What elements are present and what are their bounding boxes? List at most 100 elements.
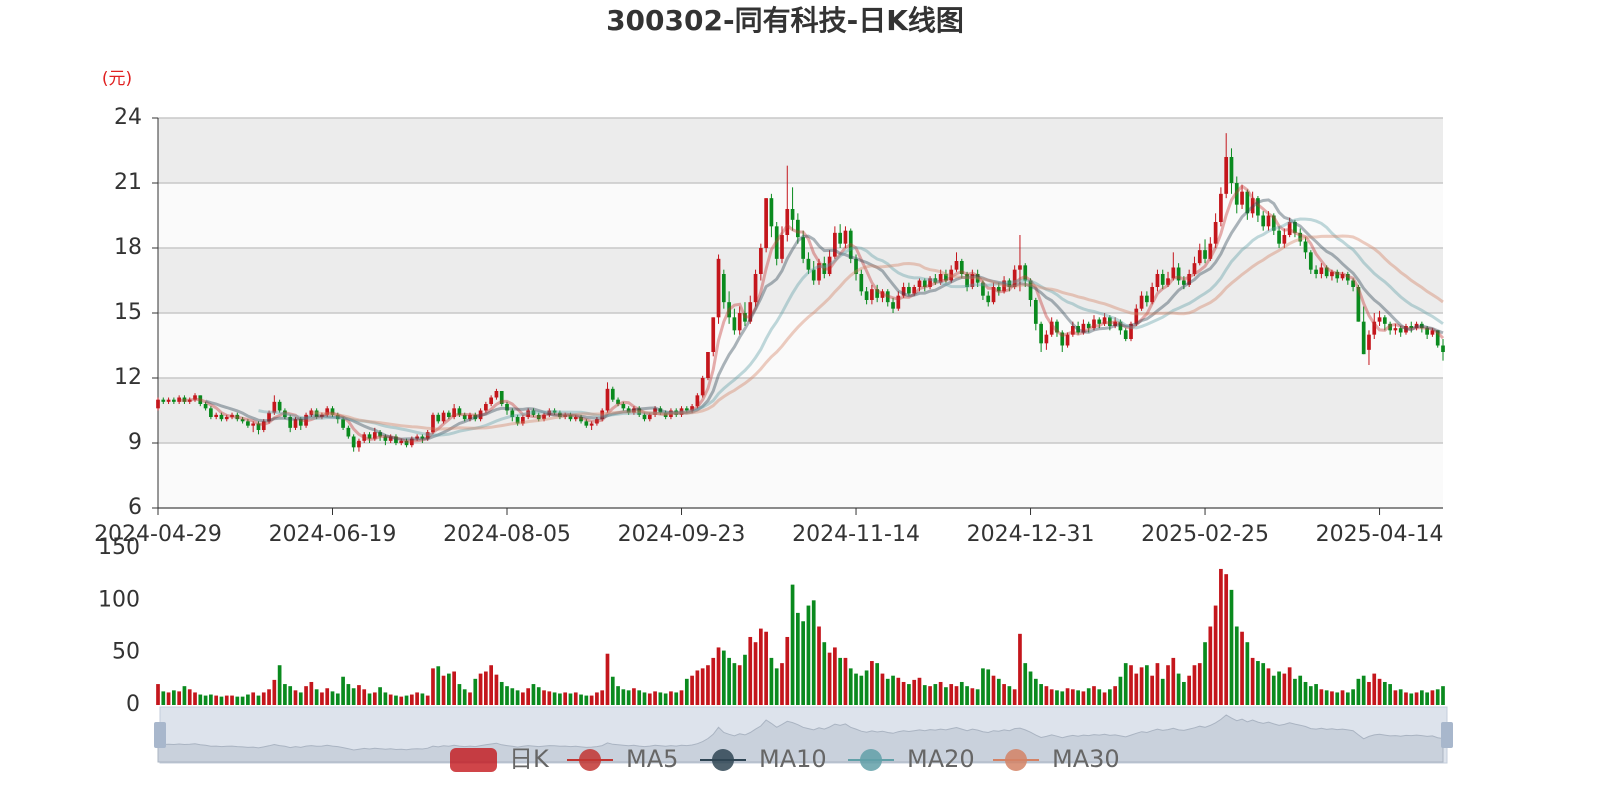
volume-bar: [478, 673, 483, 705]
volume-bar: [684, 678, 689, 705]
candle-body: [870, 289, 874, 300]
candle-body: [235, 414, 240, 420]
volume-bar: [462, 689, 467, 705]
candle-body: [1160, 274, 1165, 285]
volume-bar: [1182, 681, 1186, 705]
volume-bar: [864, 670, 869, 705]
volume-bar: [1049, 689, 1054, 705]
x-tick-label: 2025-02-25: [1141, 522, 1269, 547]
volume-bar: [637, 690, 642, 705]
zoom-handle[interactable]: [1441, 722, 1453, 748]
candle-body: [383, 436, 388, 441]
volume-bar: [1393, 690, 1398, 705]
candle-body: [309, 410, 314, 415]
candle-body: [922, 280, 927, 287]
candle-body: [351, 436, 356, 448]
volume-bar: [1367, 681, 1371, 705]
volume-bar: [880, 673, 885, 705]
candle-body: [721, 274, 726, 303]
candle-body: [928, 278, 932, 287]
volume-bar: [367, 693, 372, 705]
candle-body: [335, 414, 340, 420]
candle-body: [1182, 280, 1186, 285]
legend-label[interactable]: MA5: [626, 745, 678, 773]
candle-body: [1234, 183, 1239, 205]
candle-body: [404, 440, 409, 446]
candle-body: [589, 423, 594, 426]
candle-body: [1330, 271, 1334, 277]
volume-bar: [1240, 631, 1244, 705]
candle-body: [758, 248, 763, 274]
candle-body: [610, 388, 615, 400]
volume-bar: [986, 669, 991, 705]
candle-body: [1282, 235, 1287, 244]
candle-body: [1293, 222, 1297, 233]
candle-body: [468, 414, 472, 420]
candle-body: [1023, 265, 1028, 281]
candle-body: [901, 287, 906, 296]
candle-body: [780, 235, 784, 259]
legend-label[interactable]: MA10: [759, 745, 827, 773]
y-tick-label: 24: [114, 105, 142, 130]
candle-body: [848, 230, 853, 259]
legend-label[interactable]: MA20: [907, 745, 975, 773]
x-tick-label: 2024-09-23: [618, 522, 746, 547]
volume-bar: [219, 696, 224, 705]
volume-bar: [790, 584, 795, 705]
candle-body: [859, 274, 864, 292]
candle-body: [214, 414, 219, 417]
volume-bar: [1409, 693, 1414, 705]
volume-bar: [727, 657, 731, 705]
candle-body: [663, 412, 668, 417]
legend-label[interactable]: 日K: [509, 745, 550, 773]
candle-body: [679, 408, 684, 415]
volume-bar: [378, 687, 382, 705]
volume-bar: [335, 693, 340, 705]
candle-body: [304, 414, 308, 426]
volume-bar: [1245, 642, 1250, 705]
volume-bar: [938, 681, 943, 705]
candle-body: [341, 419, 345, 428]
volume-bar: [658, 692, 663, 705]
candle-body: [1018, 265, 1022, 270]
candle-body: [595, 419, 599, 424]
candle-body: [1192, 263, 1197, 274]
volume-bar: [1092, 686, 1096, 705]
volume-bar: [256, 695, 261, 705]
candle-body: [907, 287, 911, 294]
candle-body: [1277, 230, 1281, 244]
volume-bar: [589, 695, 594, 705]
volume-bar: [1234, 626, 1239, 705]
candle-body: [1187, 274, 1192, 285]
volume-bar: [1219, 568, 1223, 705]
volume-bar: [1129, 665, 1133, 705]
candle-body: [357, 440, 361, 448]
volume-bar: [1298, 675, 1303, 705]
candle-body: [1002, 280, 1006, 292]
volume-bar: [663, 693, 668, 705]
volume-bar: [277, 665, 282, 705]
candle-body: [209, 408, 213, 417]
volume-bar: [1382, 681, 1387, 705]
y-unit: (元): [102, 69, 132, 89]
volume-bar: [753, 642, 758, 705]
volume-bar: [610, 676, 615, 705]
candle-body: [277, 401, 282, 411]
volume-bar: [309, 681, 314, 705]
volume-bar: [1441, 686, 1445, 705]
volume-bar: [1076, 690, 1080, 705]
candle-body: [1039, 323, 1043, 344]
volume-bar: [261, 692, 266, 705]
legend-label[interactable]: MA30: [1052, 745, 1120, 773]
candle-body: [917, 280, 922, 287]
candle-body: [489, 397, 493, 404]
y-tick-label: 18: [114, 235, 142, 260]
volume-bar: [526, 688, 531, 705]
zoom-handle[interactable]: [154, 722, 166, 748]
volume-bar: [1372, 673, 1377, 705]
volume-bar: [1388, 684, 1392, 705]
candle-body: [933, 278, 938, 283]
candle-body: [568, 414, 573, 420]
ma-line: [311, 234, 1444, 431]
volume-tick-label: 0: [126, 692, 140, 717]
